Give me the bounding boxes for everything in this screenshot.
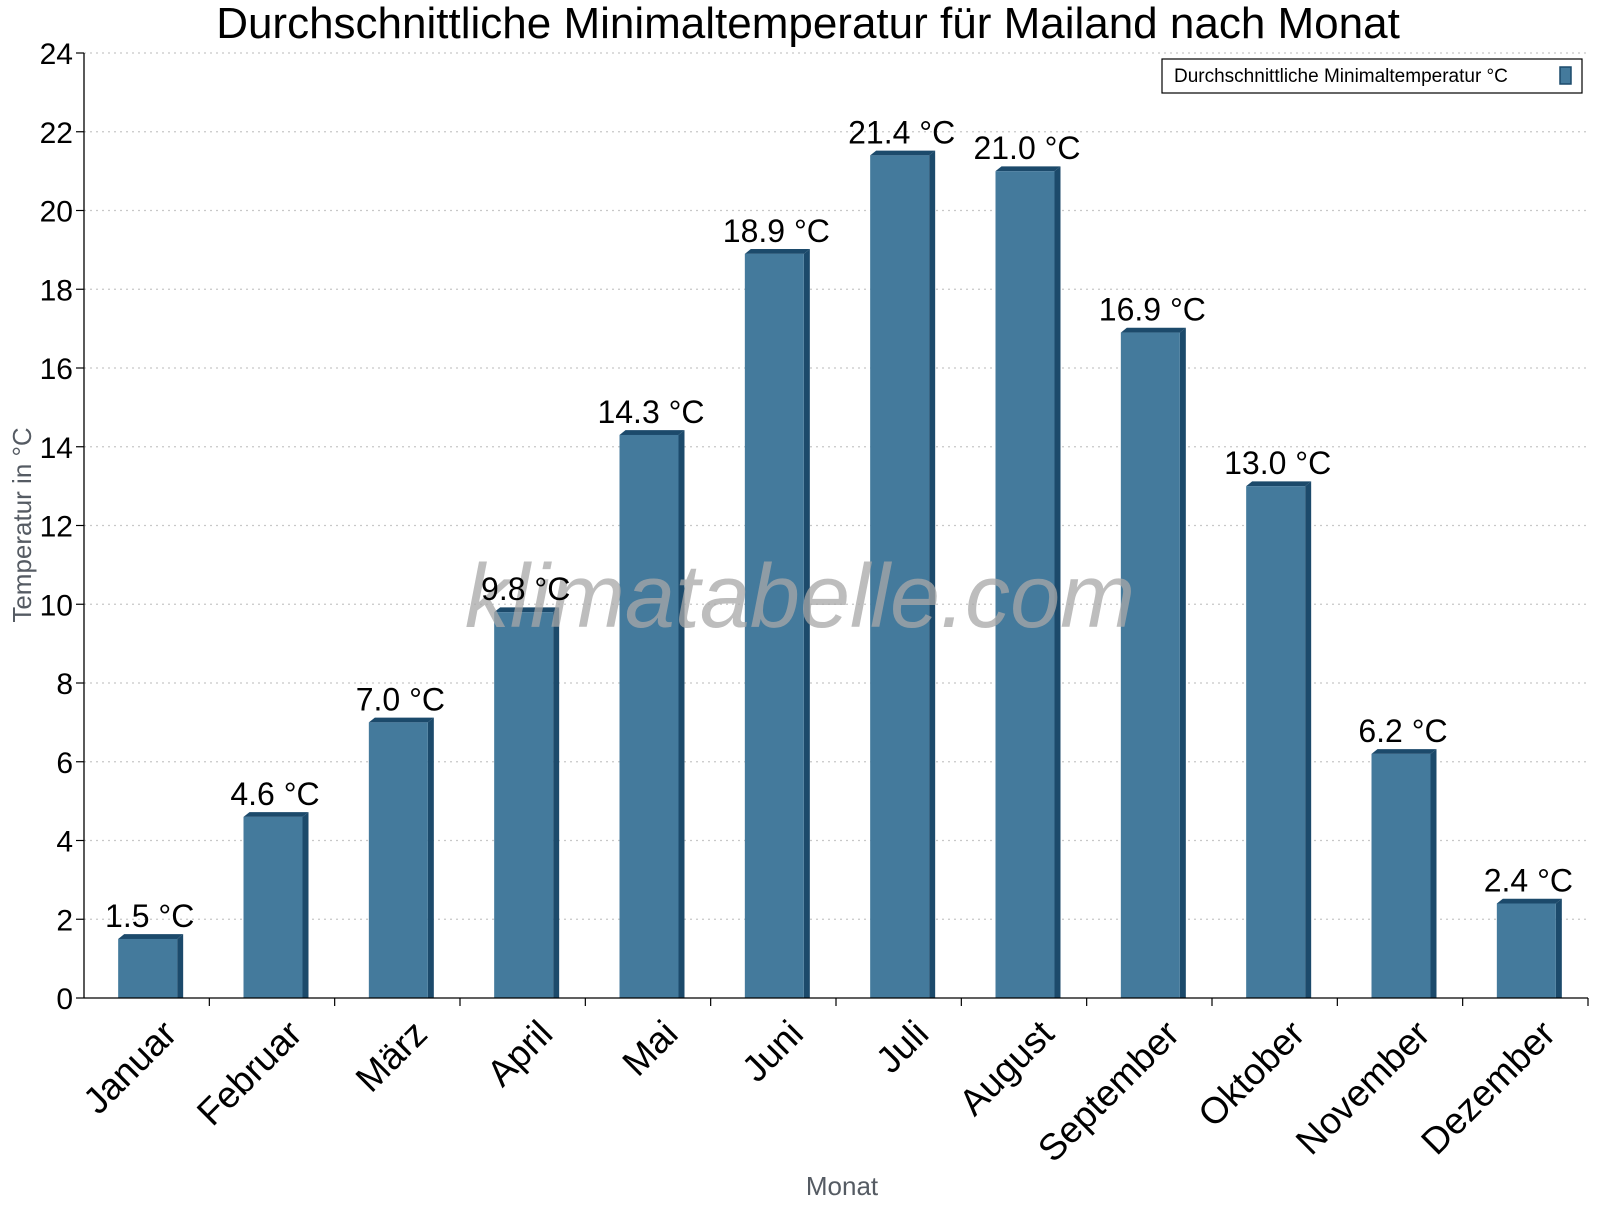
bar-side-face <box>1054 166 1061 998</box>
x-axis-title: Monat <box>806 1171 879 1200</box>
legend: Durchschnittliche Minimaltemperatur °C <box>1161 58 1583 94</box>
data-label: 18.9 °C <box>723 213 830 249</box>
bar-top-face <box>243 812 309 817</box>
bar-front-face <box>995 171 1055 998</box>
legend-box <box>1161 58 1583 94</box>
bar-top-face <box>1496 898 1562 904</box>
legend-swatch <box>1559 66 1572 85</box>
data-label: 16.9 °C <box>1099 292 1206 328</box>
x-tick-label: Juni <box>734 1013 811 1090</box>
bar-top-face <box>1371 749 1437 754</box>
x-tick-label: Mai <box>615 1013 686 1084</box>
bar-juli <box>870 150 936 998</box>
bar-front-face <box>744 253 804 998</box>
bar-dezember <box>1496 898 1562 998</box>
x-tick-label: Juli <box>868 1013 936 1081</box>
data-label: 4.6 °C <box>230 776 319 812</box>
data-label: 2.4 °C <box>1484 863 1573 899</box>
y-tick-label: 24 <box>40 38 73 71</box>
bar-januar <box>118 934 184 998</box>
y-tick-label: 18 <box>40 274 73 307</box>
bar-front-face <box>1246 486 1306 998</box>
y-tick-label: 20 <box>40 196 73 229</box>
chart-title: Durchschnittliche Minimaltemperatur für … <box>216 0 1400 48</box>
x-tick-label: Oktober <box>1190 1013 1312 1135</box>
x-tick-label: November <box>1288 1013 1438 1163</box>
bar-top-face <box>368 717 434 723</box>
x-tick-label: Februar <box>189 1013 310 1134</box>
y-tick-label: 16 <box>40 353 73 386</box>
x-tick-label: April <box>479 1013 560 1094</box>
x-tick-label: März <box>348 1013 435 1100</box>
data-label: 21.4 °C <box>848 114 955 150</box>
y-tick-label: 12 <box>40 511 73 544</box>
bar-front-face <box>1371 753 1431 998</box>
data-label: 9.8 °C <box>481 571 570 607</box>
bar-top-face <box>118 934 184 939</box>
bar-august <box>995 166 1061 998</box>
bar-side-face <box>553 607 560 998</box>
bar-märz <box>368 717 434 998</box>
bar-side-face <box>1555 898 1562 998</box>
bar-top-face <box>1246 481 1312 487</box>
bar-front-face <box>494 612 554 998</box>
bar-side-face <box>427 717 434 998</box>
y-tick-label: 6 <box>56 747 73 780</box>
bar-side-face <box>177 934 184 998</box>
axes <box>76 52 1589 1006</box>
y-tick-label: 8 <box>56 668 73 701</box>
watermark-text: klimatabelle.com <box>465 547 1135 647</box>
bar-februar <box>243 812 309 998</box>
x-tick-label: August <box>951 1012 1062 1123</box>
legend-label: Durchschnittliche Minimaltemperatur °C <box>1174 66 1508 87</box>
y-tick-label: 14 <box>40 432 73 465</box>
y-tick-label: 10 <box>40 589 73 622</box>
bar-top-face <box>1120 327 1186 333</box>
bar-top-face <box>619 430 685 435</box>
y-tick-label: 0 <box>56 983 73 1016</box>
y-tick-label: 22 <box>40 117 73 150</box>
data-label: 14.3 °C <box>597 394 704 430</box>
bar-top-face <box>870 150 936 156</box>
bar-top-face <box>995 166 1061 172</box>
y-tick-label: 4 <box>56 826 73 859</box>
bar-front-face <box>870 155 930 998</box>
bar-front-face <box>619 434 679 998</box>
y-tick-label: 2 <box>56 904 73 937</box>
data-label: 1.5 °C <box>105 898 194 934</box>
bar-side-face <box>1305 481 1312 998</box>
bar-side-face <box>803 249 810 998</box>
bar-side-face <box>678 430 685 998</box>
data-label: 21.0 °C <box>973 130 1080 166</box>
data-label: 6.2 °C <box>1358 713 1447 749</box>
bars <box>118 150 1562 998</box>
data-label: 7.0 °C <box>356 681 445 717</box>
y-axis-title: Temperatur in °C <box>7 427 37 622</box>
bar-oktober <box>1246 481 1312 998</box>
bar-september <box>1120 327 1186 998</box>
bar-april <box>494 607 560 998</box>
bar-front-face <box>1120 332 1180 998</box>
bar-side-face <box>1179 327 1186 998</box>
bar-november <box>1371 749 1437 998</box>
bar-side-face <box>1430 749 1437 998</box>
bar-front-face <box>243 816 303 998</box>
bar-front-face <box>1496 903 1556 998</box>
x-tick-label: Januar <box>75 1013 184 1122</box>
bar-top-face <box>494 607 560 613</box>
bar-front-face <box>118 938 178 998</box>
bar-mai <box>619 430 685 998</box>
x-tick-label: Dezember <box>1413 1013 1563 1163</box>
bar-side-face <box>302 812 309 998</box>
data-labels: 1.5 °C 4.6 °C 7.0 °C 9.8 °C 14.3 °C 18.9 °C 21… <box>105 114 1573 934</box>
bar-side-face <box>929 150 936 998</box>
bar-top-face <box>744 249 810 254</box>
bar-juni <box>744 249 810 998</box>
data-label: 13.0 °C <box>1224 445 1331 481</box>
bar-front-face <box>368 722 428 998</box>
